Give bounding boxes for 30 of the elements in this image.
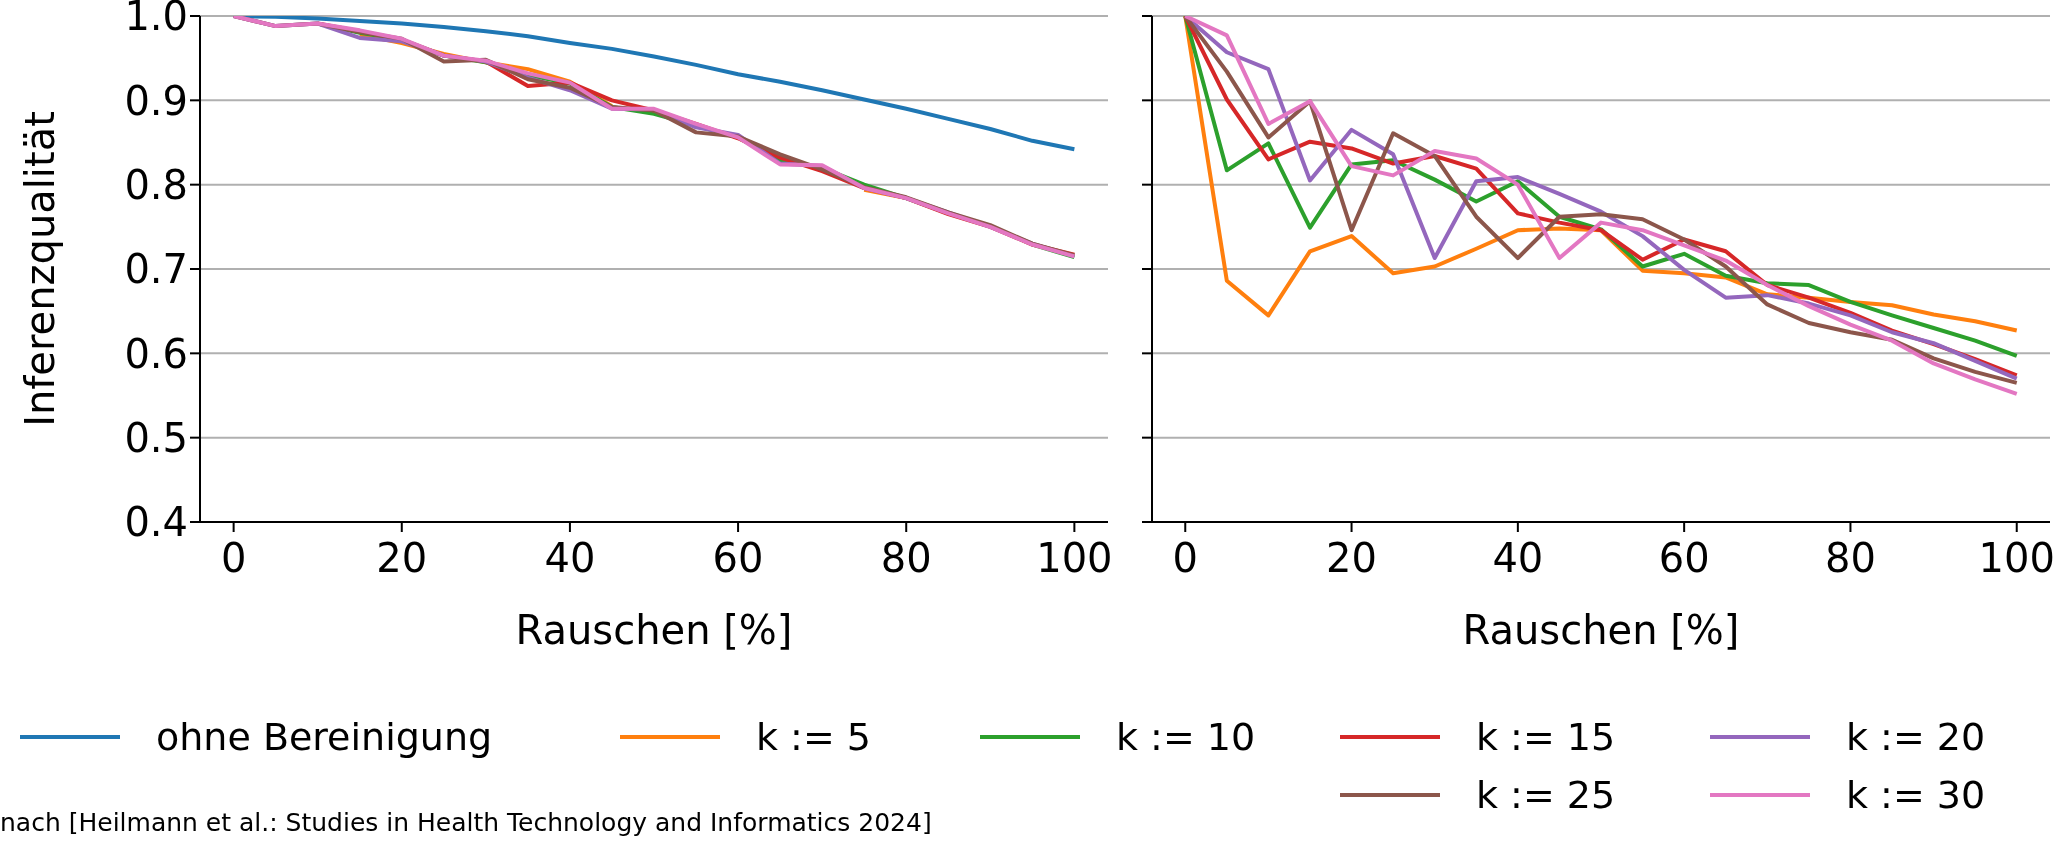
y-tick-label: 0.6 [124, 330, 188, 377]
x-tick-label: 0 [1172, 535, 1198, 582]
x-tick-label: 60 [1658, 535, 1710, 582]
x-tick-label: 100 [1978, 535, 2055, 582]
x-tick-label: 0 [220, 535, 247, 582]
x-tick-label: 80 [880, 535, 932, 582]
y-tick-label: 1.0 [124, 0, 188, 40]
x-tick-label: 80 [1824, 535, 1876, 582]
y-axis-title: Inferenzqualität [17, 111, 64, 427]
x-axis-title: Rauschen [%] [1462, 607, 1740, 653]
legend-label: k := 20 [1846, 715, 1986, 759]
x-tick-label: 100 [1036, 535, 1113, 582]
legend-label: k := 5 [756, 715, 871, 759]
legend-label: k := 25 [1476, 773, 1616, 817]
y-tick-label: 0.5 [124, 414, 188, 461]
x-axis-title: Rauschen [%] [515, 607, 793, 653]
y-tick-label: 0.7 [124, 246, 188, 293]
legend-label: k := 15 [1476, 715, 1616, 759]
x-tick-label: 40 [1492, 535, 1544, 582]
y-tick-label: 0.9 [124, 77, 188, 124]
x-tick-label: 40 [544, 535, 596, 582]
legend-label: k := 10 [1116, 715, 1256, 759]
legend-label: ohne Bereinigung [156, 715, 493, 759]
y-tick-label: 0.4 [124, 499, 188, 546]
text: nach [Heilmann et al.: Studies in Health Technology and Informatics 2024] [0, 808, 932, 837]
x-tick-label: 20 [376, 535, 428, 582]
x-tick-label: 20 [1326, 535, 1378, 582]
legend-label: k := 30 [1846, 773, 1986, 817]
x-tick-label: 60 [712, 535, 764, 582]
y-tick-label: 0.8 [124, 161, 188, 208]
